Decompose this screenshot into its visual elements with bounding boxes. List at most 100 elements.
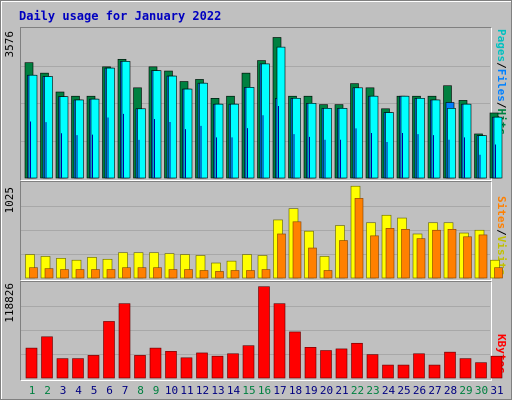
kbytes-bar xyxy=(227,353,239,379)
sites-bar xyxy=(215,271,224,279)
sites-bar xyxy=(432,229,441,279)
sites-bar xyxy=(137,267,147,279)
sites-bar xyxy=(168,269,178,279)
pages-bar xyxy=(323,108,332,179)
sites-bar xyxy=(230,270,240,279)
kbytes-bar xyxy=(413,353,425,379)
pages-bar xyxy=(90,98,100,179)
sites-bar xyxy=(60,269,69,279)
x-tick-label: 2 xyxy=(44,384,51,397)
legend-files: Files xyxy=(495,68,508,102)
sites-bar xyxy=(184,269,193,279)
sites-bar xyxy=(463,236,472,279)
kbytes-bar xyxy=(428,364,441,379)
legend-sep: / xyxy=(495,62,508,69)
pages-bar xyxy=(245,87,255,179)
sites-bar xyxy=(44,268,54,279)
sites-bar xyxy=(75,269,85,279)
kbytes-bar xyxy=(165,351,177,379)
x-tick-label: 23 xyxy=(366,384,379,397)
sites-bar xyxy=(447,228,457,279)
pages-bar xyxy=(183,88,193,179)
sites-bar xyxy=(122,267,131,279)
pages-bar xyxy=(292,98,301,179)
x-tick-label: 26 xyxy=(413,384,426,397)
x-tick-label: 15 xyxy=(242,384,255,397)
x-tick-label: 5 xyxy=(91,384,98,397)
pages-bar xyxy=(59,96,69,179)
sites-bar xyxy=(323,270,333,279)
sites-bar xyxy=(261,269,271,279)
x-tick-label: 3 xyxy=(60,384,67,397)
pages-bar xyxy=(75,99,84,179)
pages-bar xyxy=(400,95,410,179)
kbytes-bar xyxy=(56,358,69,379)
kbytes-bar xyxy=(397,364,410,379)
kbytes-bar xyxy=(242,345,255,379)
x-tick-label: 16 xyxy=(258,384,271,397)
x-tick-label: 7 xyxy=(122,384,129,397)
pages-bar xyxy=(462,103,472,179)
kbytes-bar xyxy=(335,348,348,379)
pages-bar xyxy=(106,67,115,179)
kbytes-bar xyxy=(320,350,332,379)
sites-bar xyxy=(292,221,302,279)
x-tick-label: 10 xyxy=(165,384,178,397)
x-tick-label: 31 xyxy=(490,384,503,397)
sites-bar xyxy=(91,269,100,279)
kbytes-bar xyxy=(273,303,286,379)
x-tick-label: 28 xyxy=(444,384,457,397)
pages-bar xyxy=(28,74,38,179)
x-tick-label: 27 xyxy=(428,384,441,397)
kbytes-bar xyxy=(149,347,162,379)
pages-bar xyxy=(307,103,317,179)
pages-bar xyxy=(416,98,425,179)
kbytes-bar xyxy=(41,336,53,379)
pages-bar xyxy=(276,46,286,179)
kbytes-bar xyxy=(103,321,115,379)
pages-bar xyxy=(137,108,146,179)
sites-bar xyxy=(106,269,116,279)
kbytes-bar xyxy=(382,364,394,379)
pages-bar xyxy=(44,76,53,179)
sites-bar xyxy=(246,270,255,279)
kbytes-bar xyxy=(304,346,317,379)
kbytes-bar xyxy=(444,351,456,379)
pages-bar xyxy=(369,95,379,179)
kbytes-bar xyxy=(134,355,146,379)
chart-title: Daily usage for January 2022 xyxy=(19,9,222,23)
x-tick-label: 12 xyxy=(196,384,209,397)
legend-sites: Sites xyxy=(495,196,508,230)
x-tick-label: 18 xyxy=(289,384,302,397)
kbytes-bar xyxy=(72,358,84,379)
pages-bar xyxy=(214,103,224,179)
pages-bar xyxy=(121,61,131,179)
x-tick-label: 24 xyxy=(382,384,396,397)
kbytes-bar xyxy=(87,355,100,379)
sites-bar xyxy=(401,228,410,279)
sites-bar xyxy=(199,270,209,279)
pages-bar xyxy=(354,87,363,179)
pages-bar xyxy=(447,108,456,179)
sites-bar xyxy=(354,198,364,279)
pages-bar xyxy=(478,135,487,179)
pages-bar xyxy=(261,63,270,179)
kbytes-bar xyxy=(366,354,379,379)
x-tick-label: 25 xyxy=(397,384,410,397)
x-tick-label: 17 xyxy=(273,384,286,397)
sites-bar xyxy=(339,240,348,279)
sites-bar xyxy=(29,267,38,279)
x-tick-label: 6 xyxy=(106,384,113,397)
legend-sep: / xyxy=(495,101,508,109)
x-tick-label: 9 xyxy=(153,384,160,397)
sites-bar xyxy=(385,228,395,279)
kbytes-bar xyxy=(351,342,363,379)
sites-bar xyxy=(494,267,503,279)
sites-bar xyxy=(416,238,426,279)
x-tick-label: 4 xyxy=(75,384,82,397)
kbytes-bar xyxy=(196,352,208,379)
kbytes-bar xyxy=(459,358,472,379)
kbytes-bar xyxy=(180,357,193,379)
